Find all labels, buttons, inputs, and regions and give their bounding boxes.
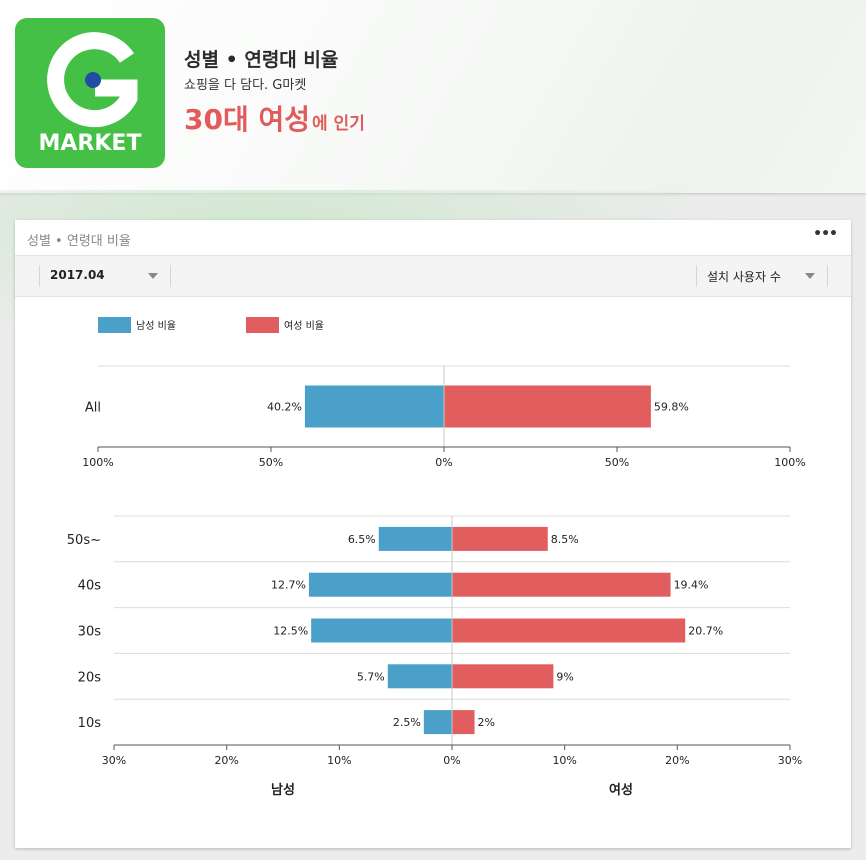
highlight-main: 30대 여성 xyxy=(184,103,310,136)
category-label: 20s xyxy=(78,670,102,685)
legend-swatch-female xyxy=(246,317,279,333)
bar-male xyxy=(387,664,452,689)
bar-female xyxy=(452,572,671,597)
category-label: 40s xyxy=(78,579,102,594)
chevron-down-icon xyxy=(148,273,158,279)
bar-female xyxy=(452,526,548,551)
gmarket-logo-icon: MARKET xyxy=(15,18,165,168)
x-tick-label: 50% xyxy=(259,456,283,469)
data-label-male: 5.7% xyxy=(357,670,385,683)
x-tick-label: 100% xyxy=(774,456,805,469)
x-tick-label: 30% xyxy=(778,754,802,767)
x-tick-label: 100% xyxy=(82,456,113,469)
page-subtitle: 쇼핑을 다 담다. G마켓 xyxy=(184,78,307,93)
bar-male xyxy=(311,618,452,643)
x-tick-label: 0% xyxy=(443,754,460,767)
app-header: MARKET 성별 • 연령대 비율 쇼핑을 다 담다. G마켓 30대 여성 에… xyxy=(0,0,866,193)
data-label-female: 2% xyxy=(478,716,495,729)
x-tick-label: 10% xyxy=(552,754,576,767)
bar-male xyxy=(423,710,452,735)
category-label: All xyxy=(85,401,101,416)
data-label-female: 59.8% xyxy=(654,401,689,414)
bar-female xyxy=(452,664,554,689)
x-axis-label-female: 여성 xyxy=(609,782,633,798)
data-label-male: 6.5% xyxy=(348,533,376,546)
x-tick-label: 50% xyxy=(605,456,629,469)
x-axis-label-male: 남성 xyxy=(271,782,295,798)
date-select-value: 2017.04 xyxy=(50,268,105,282)
x-tick-label: 20% xyxy=(214,754,238,767)
category-label: 10s xyxy=(78,716,102,731)
gender-age-chart: 40.2% 59.8% All 100% 50% 0% 50% 100% 남성 비율 여성 비율 6… xyxy=(67,317,806,798)
gmarket-logo-graphic: MARKET xyxy=(39,32,142,156)
chevron-down-icon xyxy=(805,273,815,279)
data-label-female: 19.4% xyxy=(674,579,709,592)
x-tick-label: 30% xyxy=(102,754,126,767)
bar-male xyxy=(378,526,452,551)
data-label-male: 2.5% xyxy=(393,716,421,729)
legend-swatch-male xyxy=(98,317,131,333)
category-label: 50s~ xyxy=(67,533,101,548)
bar-male xyxy=(304,385,444,428)
card-title: 성별 • 연령대 비율 xyxy=(27,234,131,249)
logo-wordmark: MARKET xyxy=(39,131,142,156)
data-label-male: 12.5% xyxy=(273,625,308,638)
data-label-female: 9% xyxy=(556,670,573,683)
highlight-text: 30대 여성 에 인기 xyxy=(184,98,365,138)
bar-female xyxy=(444,385,651,428)
date-select[interactable]: 2017.04 xyxy=(39,265,171,287)
data-label-male: 12.7% xyxy=(271,579,306,592)
legend-label-female: 여성 비율 xyxy=(284,320,324,332)
category-label: 30s xyxy=(78,625,102,640)
x-tick-label: 20% xyxy=(665,754,689,767)
page-title: 성별 • 연령대 비율 xyxy=(184,49,339,71)
bar-female xyxy=(452,710,475,735)
chart-card: 성별 • 연령대 비율 ••• 2017.04 설치 사용자 수 40.2% 59… xyxy=(15,220,851,848)
bar-female xyxy=(452,618,686,643)
data-label-male: 40.2% xyxy=(267,401,302,414)
highlight-suffix: 에 인기 xyxy=(312,114,365,134)
more-options-button[interactable]: ••• xyxy=(813,226,838,242)
metric-select[interactable]: 설치 사용자 수 xyxy=(696,265,828,287)
metric-select-value: 설치 사용자 수 xyxy=(707,270,781,284)
data-label-female: 8.5% xyxy=(551,533,579,546)
x-tick-label: 0% xyxy=(435,456,452,469)
data-label-female: 20.7% xyxy=(688,625,723,638)
filter-toolbar: 2017.04 설치 사용자 수 xyxy=(15,255,851,297)
legend-label-male: 남성 비율 xyxy=(136,320,176,332)
bar-male xyxy=(308,572,452,597)
x-tick-label: 10% xyxy=(327,754,351,767)
